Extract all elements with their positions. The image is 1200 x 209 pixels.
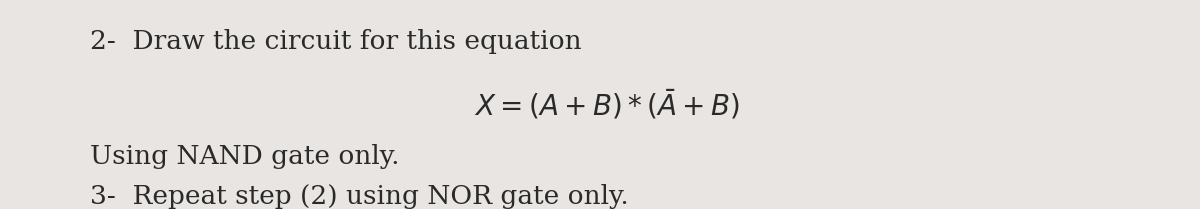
Text: 2-  Draw the circuit for this equation: 2- Draw the circuit for this equation	[90, 29, 582, 54]
Text: $X = (A + B) * (\bar{A} + B)$: $X = (A + B) * (\bar{A} + B)$	[474, 88, 740, 121]
Text: Using NAND gate only.: Using NAND gate only.	[90, 144, 400, 169]
Text: 3-  Repeat step (2) using NOR gate only.: 3- Repeat step (2) using NOR gate only.	[90, 184, 629, 209]
